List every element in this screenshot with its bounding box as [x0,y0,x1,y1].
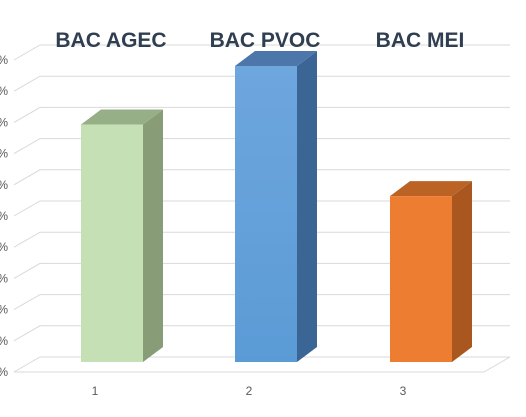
series-titles: BAC AGEC BAC PVOC BAC MEI [55,29,464,52]
bar-front-face [81,124,143,362]
y-tick-label: 10% [0,334,8,348]
y-tick-label: 50% [0,209,8,223]
y-tick-label: 60% [0,178,8,192]
y-tick-label: 30% [0,271,8,285]
gridline [13,325,510,342]
gridline [13,200,510,217]
y-tick-label: 40% [0,240,8,254]
bar-side-face [452,181,472,362]
y-tick-label: 80% [0,115,8,129]
x-tick-label: 2 [246,384,253,398]
gridline [13,356,510,373]
gridline [13,138,510,155]
bar-title: BAC PVOC [210,29,321,52]
y-tick-label: 70% [0,147,8,161]
bar-front-face [390,196,452,362]
x-axis-category-labels: 1 2 3 [92,384,407,398]
bar-2 [235,51,317,362]
y-tick-label: 100% [0,53,8,67]
bar-3 [390,181,472,362]
gridline [13,44,510,61]
gridlines [13,44,511,373]
gridline [13,75,510,92]
bar-top-face [235,51,317,66]
x-tick-label: 1 [92,384,99,398]
y-axis-tick-labels: 0% 10% 20% 30% 40% 50% 60% 70% 80% 90% 100% [0,53,8,379]
y-tick-label: 20% [0,303,8,317]
floor-right-edge [483,356,511,373]
y-tick-label: 90% [0,84,8,98]
gridline [13,294,510,311]
bar-top-face [81,109,163,125]
bar-1 [81,109,163,362]
gridline [13,231,510,248]
bar-title: BAC MEI [376,29,465,52]
gridline [13,262,510,279]
bar-top-face [390,181,472,197]
bar-title: BAC AGEC [55,29,166,52]
gridline [13,169,510,186]
y-tick-label: 0% [0,365,8,379]
bar-side-face [297,51,317,362]
bar-side-face [143,109,163,362]
gridline [13,106,510,123]
x-tick-label: 3 [400,384,407,398]
bars [81,51,472,362]
bar-front-face [235,66,297,362]
